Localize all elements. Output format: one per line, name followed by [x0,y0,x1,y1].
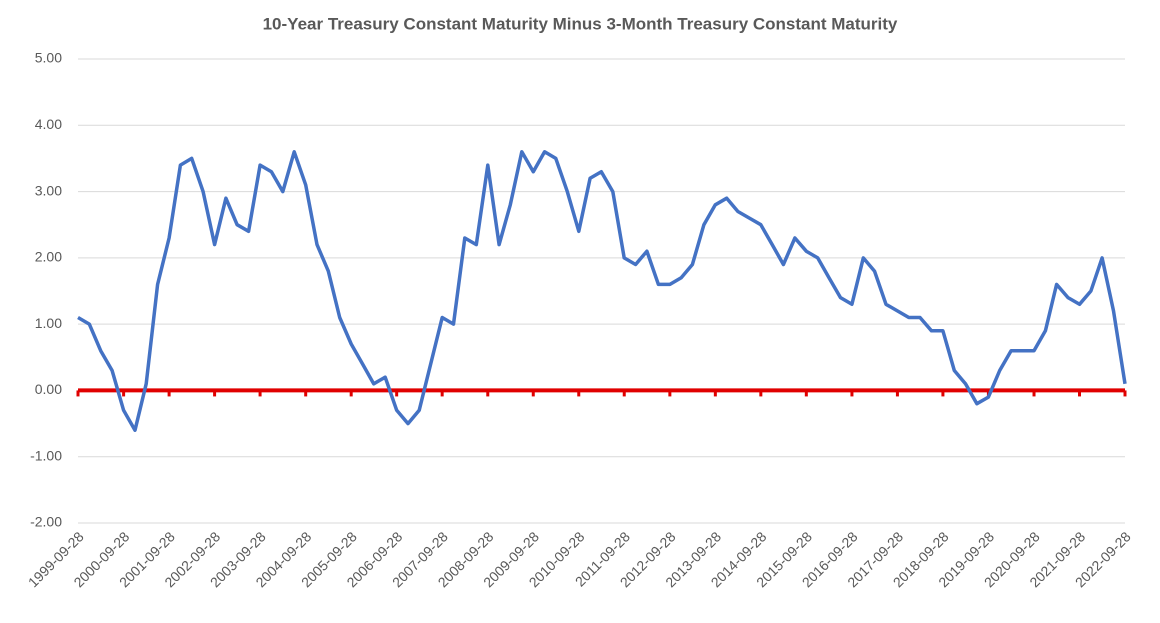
y-tick-label: 3.00 [35,182,62,198]
data-line [77,150,1127,432]
chart-title: 10-Year Treasury Constant Maturity Minus… [263,14,898,33]
y-tick-label: -2.00 [30,514,62,530]
y-tick-label: 5.00 [35,50,62,66]
y-tick-label: 1.00 [35,315,62,331]
y-tick-label: 4.00 [35,116,62,132]
y-tick-label: 2.00 [35,249,62,265]
y-tick-label: -1.00 [30,447,62,463]
y-tick-label: 0.00 [35,381,62,397]
